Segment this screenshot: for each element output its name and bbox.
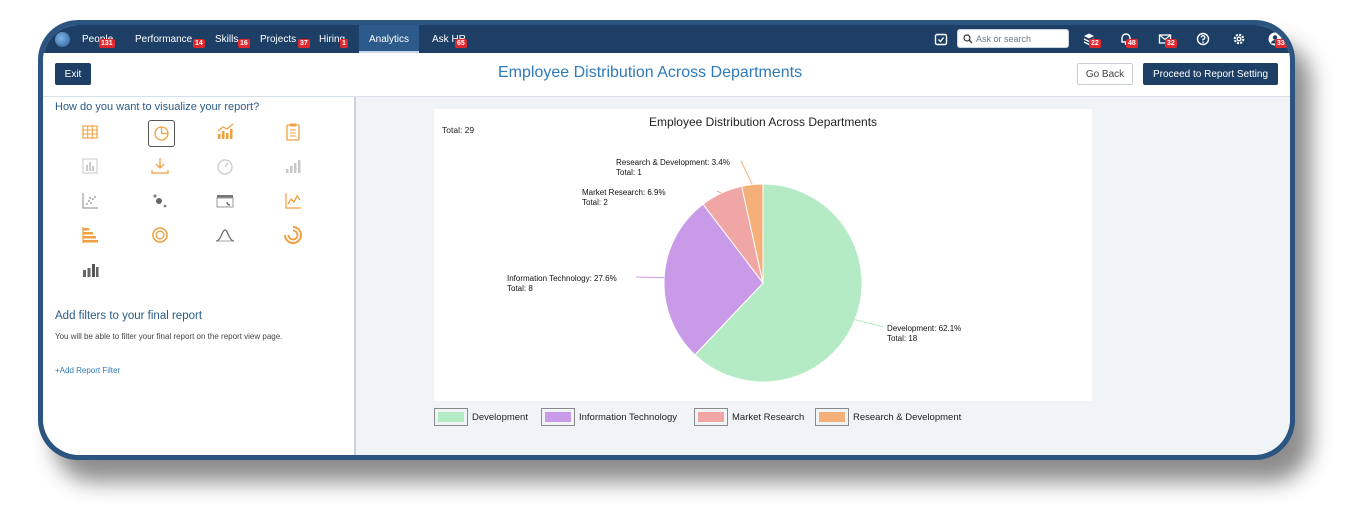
radial-bar-chart-icon[interactable]	[282, 224, 304, 246]
pie-slice-research-development[interactable]	[741, 183, 764, 284]
nav-ask-hr-label: Ask HR	[432, 34, 466, 45]
pie-chart: Employee Distribution Across Departments…	[442, 115, 961, 383]
app-window-frame: People 131 Performance 14 Skills 16 Proj…	[38, 20, 1295, 460]
card-widget-icon[interactable]	[214, 190, 236, 212]
bubble-chart-icon[interactable]	[149, 190, 171, 212]
legend-swatch	[434, 408, 468, 426]
nav-people[interactable]: People	[82, 25, 113, 53]
legend-swatch	[541, 408, 575, 426]
slice-total-label: Total: 1	[616, 168, 642, 177]
top-navbar: People 131 Performance 14 Skills 16 Proj…	[43, 25, 1290, 53]
legend-swatch	[694, 408, 728, 426]
nav-hiring-badge: 1	[340, 39, 348, 48]
nav-people-badge: 131	[99, 39, 115, 48]
step-bars-icon[interactable]	[282, 155, 304, 177]
nav-hiring-label: Hiring	[319, 34, 346, 45]
chart-preview-panel: Employee Distribution Across Departments…	[356, 97, 1290, 455]
chart-total-label: Total: 29	[442, 125, 474, 135]
chart-card: Employee Distribution Across Departments…	[434, 109, 1092, 401]
slice-total-label: Total: 18	[887, 334, 918, 343]
slice-percent-label: Research & Development: 3.4%	[616, 158, 730, 167]
table-chart-icon[interactable]	[79, 121, 101, 143]
nav-analytics-label: Analytics	[369, 34, 410, 45]
pie-connector	[635, 276, 665, 279]
nav-performance-badge: 14	[193, 39, 205, 48]
nav-ask-hr[interactable]: Ask HR	[432, 25, 466, 53]
app-screen: People 131 Performance 14 Skills 16 Proj…	[43, 25, 1290, 455]
nav-projects[interactable]: Projects	[260, 25, 296, 53]
nav-skills-badge: 16	[238, 39, 250, 48]
line-chart-icon[interactable]	[282, 190, 304, 212]
notifications-badge: 48	[1126, 39, 1138, 48]
pie-connector	[740, 160, 753, 185]
pie-connector	[716, 190, 722, 194]
messages-badge: 32	[1165, 39, 1177, 48]
legend-label: Research & Development	[853, 412, 962, 423]
page-title: Employee Distribution Across Departments	[498, 64, 803, 81]
horizontal-bar-chart-icon[interactable]	[79, 224, 101, 246]
download-icon[interactable]	[149, 155, 171, 177]
calendar-icon[interactable]	[934, 32, 948, 46]
slice-percent-label: Development: 62.1%	[887, 324, 961, 333]
chart-title: Employee Distribution Across Departments	[649, 115, 877, 129]
add-report-filter-link[interactable]: +Add Report Filter	[55, 366, 121, 375]
profile-badge: 33	[1275, 39, 1287, 48]
nav-people-label: People	[82, 34, 114, 45]
bar-trend-chart-icon[interactable]	[214, 121, 236, 143]
visualize-question: How do you want to visualize your report…	[55, 101, 260, 113]
pie-slice-information-technology[interactable]	[663, 203, 764, 356]
nav-skills[interactable]: Skills	[215, 25, 238, 53]
help-icon[interactable]	[1196, 32, 1210, 46]
page-header: Exit Employee Distribution Across Depart…	[43, 53, 1290, 97]
slice-percent-label: Market Research: 6.9%	[582, 188, 666, 197]
nav-hiring[interactable]: Hiring	[319, 25, 345, 53]
donut-chart-icon[interactable]	[149, 224, 171, 246]
scatter-plot-icon[interactable]	[79, 190, 101, 212]
proceed-button[interactable]: Proceed to Report Setting	[1143, 63, 1278, 85]
pie-chart-icon[interactable]	[148, 120, 175, 147]
gauge-icon[interactable]	[214, 155, 236, 177]
nav-performance-label: Performance	[135, 34, 193, 45]
search-placeholder: Ask or search	[976, 34, 1032, 44]
nav-performance[interactable]: Performance	[135, 25, 192, 53]
search-input[interactable]: Ask or search	[957, 29, 1069, 48]
search-icon	[963, 34, 973, 44]
nav-projects-label: Projects	[260, 34, 297, 45]
slice-total-label: Total: 8	[507, 284, 533, 293]
pie-connector	[854, 319, 885, 328]
legend-label: Information Technology	[579, 412, 678, 423]
legend-swatch	[815, 408, 849, 426]
nav-analytics[interactable]: Analytics	[359, 25, 420, 53]
gear-icon[interactable]	[1232, 32, 1246, 46]
stacked-column-chart-icon[interactable]	[79, 259, 101, 281]
exit-button[interactable]: Exit	[55, 63, 91, 85]
visualization-options-panel: How do you want to visualize your report…	[43, 97, 356, 455]
go-back-button[interactable]: Go Back	[1077, 63, 1133, 85]
nav-ask-hr-badge: 65	[455, 39, 467, 48]
filters-title: Add filters to your final report	[55, 310, 203, 322]
nav-projects-badge: 37	[298, 39, 310, 48]
app-logo[interactable]	[55, 32, 70, 47]
pie-slice-development[interactable]	[694, 183, 863, 383]
filters-description: You will be able to filter your final re…	[55, 332, 283, 341]
slice-percent-label: Information Technology: 27.6%	[507, 274, 617, 283]
legend-label: Market Research	[732, 412, 805, 423]
legend-label: Development	[472, 412, 528, 423]
nav-skills-label: Skills	[215, 34, 239, 45]
report-clipboard-icon[interactable]	[282, 121, 304, 143]
slice-total-label: Total: 2	[582, 198, 608, 207]
bell-curve-icon[interactable]	[214, 224, 236, 246]
inbox-badge: 22	[1089, 39, 1101, 48]
column-chart-icon[interactable]	[79, 155, 101, 177]
